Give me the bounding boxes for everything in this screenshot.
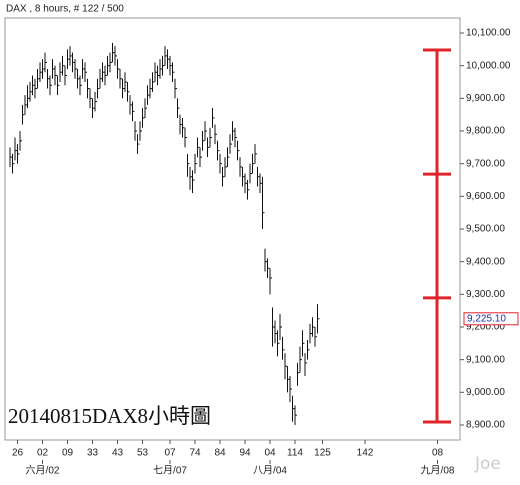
annotation: 20140815DAX8小時圖 (8, 404, 211, 428)
y-tick-label: 9,300.00 (466, 289, 505, 300)
last-value-label: 9,225.10 (467, 313, 506, 324)
y-tick-label: 9,900.00 (466, 93, 505, 104)
y-tick-label: 9,600.00 (466, 191, 505, 202)
x-tick-label: 02 (37, 448, 49, 459)
plot-frame (4, 17, 461, 441)
month-label: 九月/08 (421, 465, 455, 477)
y-tick-label: 9,200.00 (466, 322, 505, 333)
y-tick-label: 10,000.00 (466, 60, 511, 71)
month-label: 七月/07 (153, 465, 187, 477)
x-tick-label: 04 (264, 448, 276, 459)
month-label: 六月/02 (26, 465, 60, 477)
y-tick-label: 9,100.00 (466, 354, 505, 365)
y-tick-label: 10,100.00 (466, 28, 511, 39)
watermark: Joe (474, 454, 501, 474)
month-label: 八月/04 (253, 465, 287, 477)
x-tick-label: 33 (87, 448, 99, 459)
x-tick-label: 114 (287, 448, 303, 459)
x-tick-label: 74 (189, 448, 201, 459)
x-tick-label: 09 (62, 448, 74, 459)
x-tick-label: 26 (12, 448, 24, 459)
x-tick-label: 07 (164, 448, 176, 459)
y-tick-label: 8,900.00 (466, 420, 505, 431)
x-tick-label: 08 (432, 448, 444, 459)
x-tick-label: 84 (214, 448, 226, 459)
y-tick-label: 9,800.00 (466, 126, 505, 137)
x-tick-label: 142 (357, 448, 374, 459)
x-tick-label: 125 (314, 448, 331, 459)
last-value-box (463, 312, 519, 326)
y-tick-label: 9,500.00 (466, 224, 505, 235)
y-tick-label: 9,000.00 (466, 387, 505, 398)
x-tick-label: 94 (239, 448, 251, 459)
x-tick-label: 43 (112, 448, 124, 459)
x-tick-label: 53 (137, 448, 149, 459)
y-tick-label: 9,700.00 (466, 158, 505, 169)
y-tick-label: 9,400.00 (466, 256, 505, 267)
chart-title: DAX , 8 hours, # 122 / 500 (6, 4, 124, 15)
